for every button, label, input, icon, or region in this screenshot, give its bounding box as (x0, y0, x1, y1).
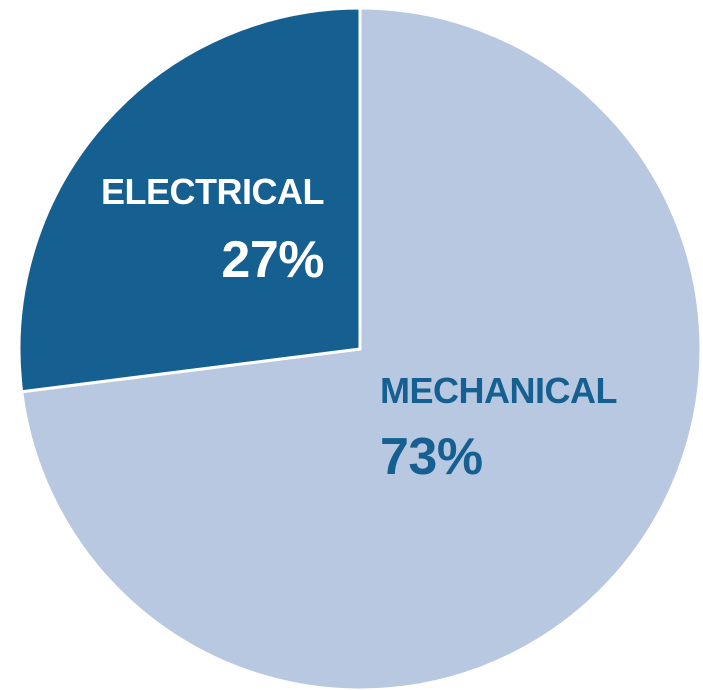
electrical-percent-label: 27% (221, 231, 324, 289)
slice-label-electrical: ELECTRICAL 27% (101, 171, 325, 289)
pie-slice-electrical (17, 6, 362, 394)
pie-slices (17, 6, 703, 690)
electrical-name-label: ELECTRICAL (101, 171, 324, 212)
slice-label-mechanical: MECHANICAL 73% (380, 370, 617, 486)
mechanical-percent-label: 73% (380, 428, 483, 486)
mechanical-name-label: MECHANICAL (380, 370, 617, 411)
